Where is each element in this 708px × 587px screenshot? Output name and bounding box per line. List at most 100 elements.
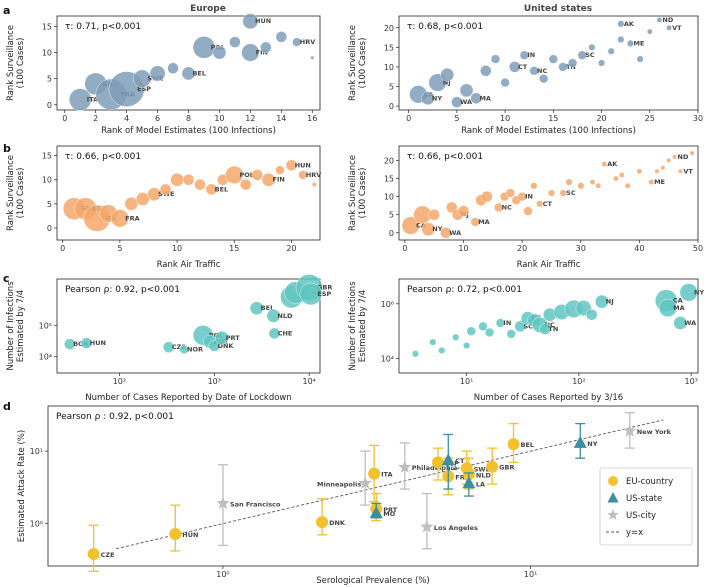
data-point: [421, 91, 435, 106]
data-point: [179, 344, 189, 354]
point-label: CZE: [172, 343, 186, 351]
identity-line: [116, 419, 664, 550]
point-label: ESP: [317, 290, 331, 298]
point-label: NJ: [606, 298, 614, 306]
x-tick-label: 10³: [208, 377, 221, 386]
plot-frame: [56, 278, 321, 374]
y-tick-label: 5: [389, 83, 394, 92]
x-tick-label: 4: [124, 114, 129, 123]
point-label: NY: [587, 440, 597, 448]
data-point: [167, 62, 179, 74]
stat-annotation: τ: 0.71, p<0.001: [65, 22, 141, 32]
data-point: [558, 62, 568, 72]
data-point: [311, 182, 317, 187]
x-axis-label: Rank Air Traffic: [517, 260, 581, 270]
data-point: [565, 178, 573, 186]
y-tick-label: 5: [47, 200, 52, 209]
point-label: HUN: [90, 339, 106, 347]
x-tick-label: 14: [276, 114, 286, 123]
stat-annotation: Pearson ρ : 0.92, p<0.001: [56, 412, 174, 422]
data-point: [530, 182, 538, 190]
point-label: ESP: [137, 85, 151, 93]
data-point: [438, 346, 446, 354]
stat-annotation: τ: 0.68, p<0.001: [407, 22, 483, 32]
data-point: [275, 31, 288, 43]
data-point: [536, 200, 544, 208]
point-label: BEL: [521, 441, 535, 449]
data-point: [598, 59, 606, 67]
y-tick-label: 10⁰: [30, 520, 43, 529]
data-point: [225, 165, 244, 184]
data-point: [182, 174, 195, 186]
data-point: [505, 188, 515, 198]
data-point: [660, 165, 666, 171]
stat-annotation: Pearson ρ: 0.72, p<0.001: [407, 285, 522, 295]
data-point: [239, 178, 252, 191]
data-point: [212, 45, 227, 60]
us-state-marker: [462, 476, 476, 489]
data-point: [618, 172, 625, 178]
data-point: [478, 321, 488, 331]
column-title-us: United states: [524, 4, 592, 14]
data-point: [451, 96, 463, 108]
x-tick-label: 5: [454, 114, 459, 123]
x-tick-label: 40: [634, 244, 644, 253]
point-label: CHE: [278, 329, 293, 337]
x-tick-label: 0: [62, 114, 67, 123]
data-point: [149, 65, 166, 82]
data-point: [208, 340, 220, 352]
column-title-europe: Europe: [190, 4, 226, 14]
plot-frame: [47, 405, 699, 567]
panel-label-d: d: [3, 400, 11, 413]
y-tick-label: 5: [389, 211, 394, 220]
point-label: PRT: [383, 506, 397, 514]
legend-label: EU-country: [626, 477, 673, 487]
data-point: [673, 316, 688, 330]
point-label: TN: [548, 325, 558, 333]
y-tick-label: 20: [384, 24, 394, 33]
data-point: [613, 175, 619, 182]
y-axis-label: Number of Infections: [348, 281, 358, 371]
data-point: [490, 54, 501, 64]
y-tick-label: 0: [389, 102, 394, 111]
point-label: FRA: [125, 214, 139, 222]
chart-b-us: 0 10 20 30 40 50 0 5 10 15 20 Rank Air Traffic Rank …: [348, 145, 703, 270]
x-axis-label: Number of Cases Reported by 3/16: [474, 393, 623, 403]
data-point: [429, 338, 437, 346]
eu-country-marker: [431, 456, 444, 469]
point-label: NJ: [443, 79, 451, 87]
panel-label-b: b: [3, 142, 11, 155]
stat-annotation: τ: 0.66, p<0.001: [407, 152, 483, 162]
point-label: IN: [503, 319, 511, 327]
data-point: [440, 67, 455, 82]
data-point: [440, 227, 452, 239]
data-point: [192, 36, 216, 59]
data-point: [162, 341, 175, 353]
data-point: [654, 168, 660, 174]
point-label: SC: [523, 322, 533, 330]
data-point: [275, 165, 285, 175]
x-tick-label: 2: [93, 114, 98, 123]
legend-marker: [607, 509, 619, 520]
data-point: [480, 65, 492, 77]
data-point: [617, 20, 625, 28]
x-tick-label: 16: [307, 114, 317, 123]
data-point: [577, 50, 587, 60]
x-tick-label: 20: [596, 114, 606, 123]
data-point: [110, 209, 129, 228]
y-tick-label: 10: [384, 63, 394, 72]
data-point: [568, 58, 578, 68]
x-tick-label: 10²: [113, 377, 126, 386]
data-point: [147, 187, 161, 202]
data-point: [215, 330, 229, 345]
point-label: NY: [432, 94, 442, 102]
point-label: GBR: [317, 284, 332, 292]
data-point: [69, 88, 92, 111]
point-label: SC: [566, 189, 576, 197]
point-label: BEL: [192, 69, 206, 77]
x-tick-label: 25: [645, 114, 655, 123]
y-tick-label: 10⁵: [39, 321, 52, 330]
point-label: AK: [624, 20, 635, 28]
data-point: [310, 55, 315, 60]
